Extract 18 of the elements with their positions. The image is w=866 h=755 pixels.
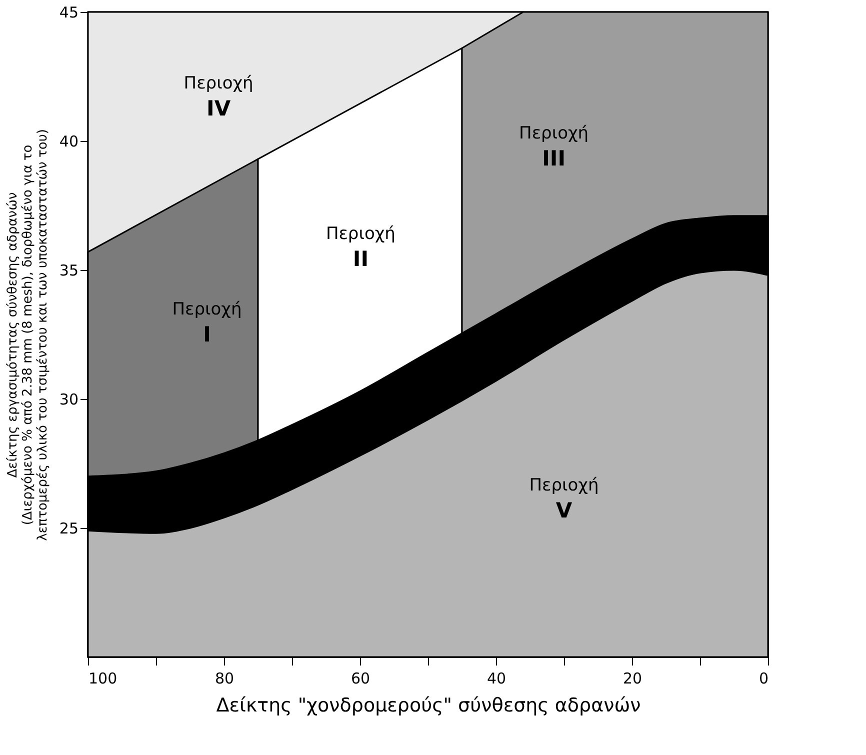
series-label: Περιοχή I	[172, 300, 242, 347]
series-label: Περιοχή II	[326, 224, 396, 272]
x-tick-label: 80	[214, 670, 234, 688]
x-tick-label: 100	[88, 670, 118, 688]
series-label: Περιοχή IV	[184, 73, 254, 120]
y-tick-label: 30	[59, 390, 78, 408]
y-tick-label: 25	[59, 520, 78, 538]
series-label: Περιοχή III	[519, 123, 589, 170]
y-tick-label: 35	[59, 262, 78, 280]
x-axis-title: Δείκτης "χονδρομερούς" σύνθεσης αδρανών	[216, 694, 641, 716]
y-tick-label: 45	[59, 4, 78, 22]
x-tick-label: 0	[758, 670, 768, 688]
x-tick-label: 60	[350, 670, 370, 688]
y-axis-title: Δείκτης εργασιμότητας σύνθεσης αδρανών (Διερχόμενο % από 2.38 mm (8 mesh), διορθωμένο για το λεπτομερές υλικό του τσιμέντου και των υποκαταστατών του)	[5, 129, 50, 541]
y-tick-label: 40	[59, 132, 78, 150]
x-tick-label: 40	[486, 670, 506, 688]
x-tick-label: 20	[622, 670, 642, 688]
series-label: Περιοχή V	[529, 475, 599, 522]
